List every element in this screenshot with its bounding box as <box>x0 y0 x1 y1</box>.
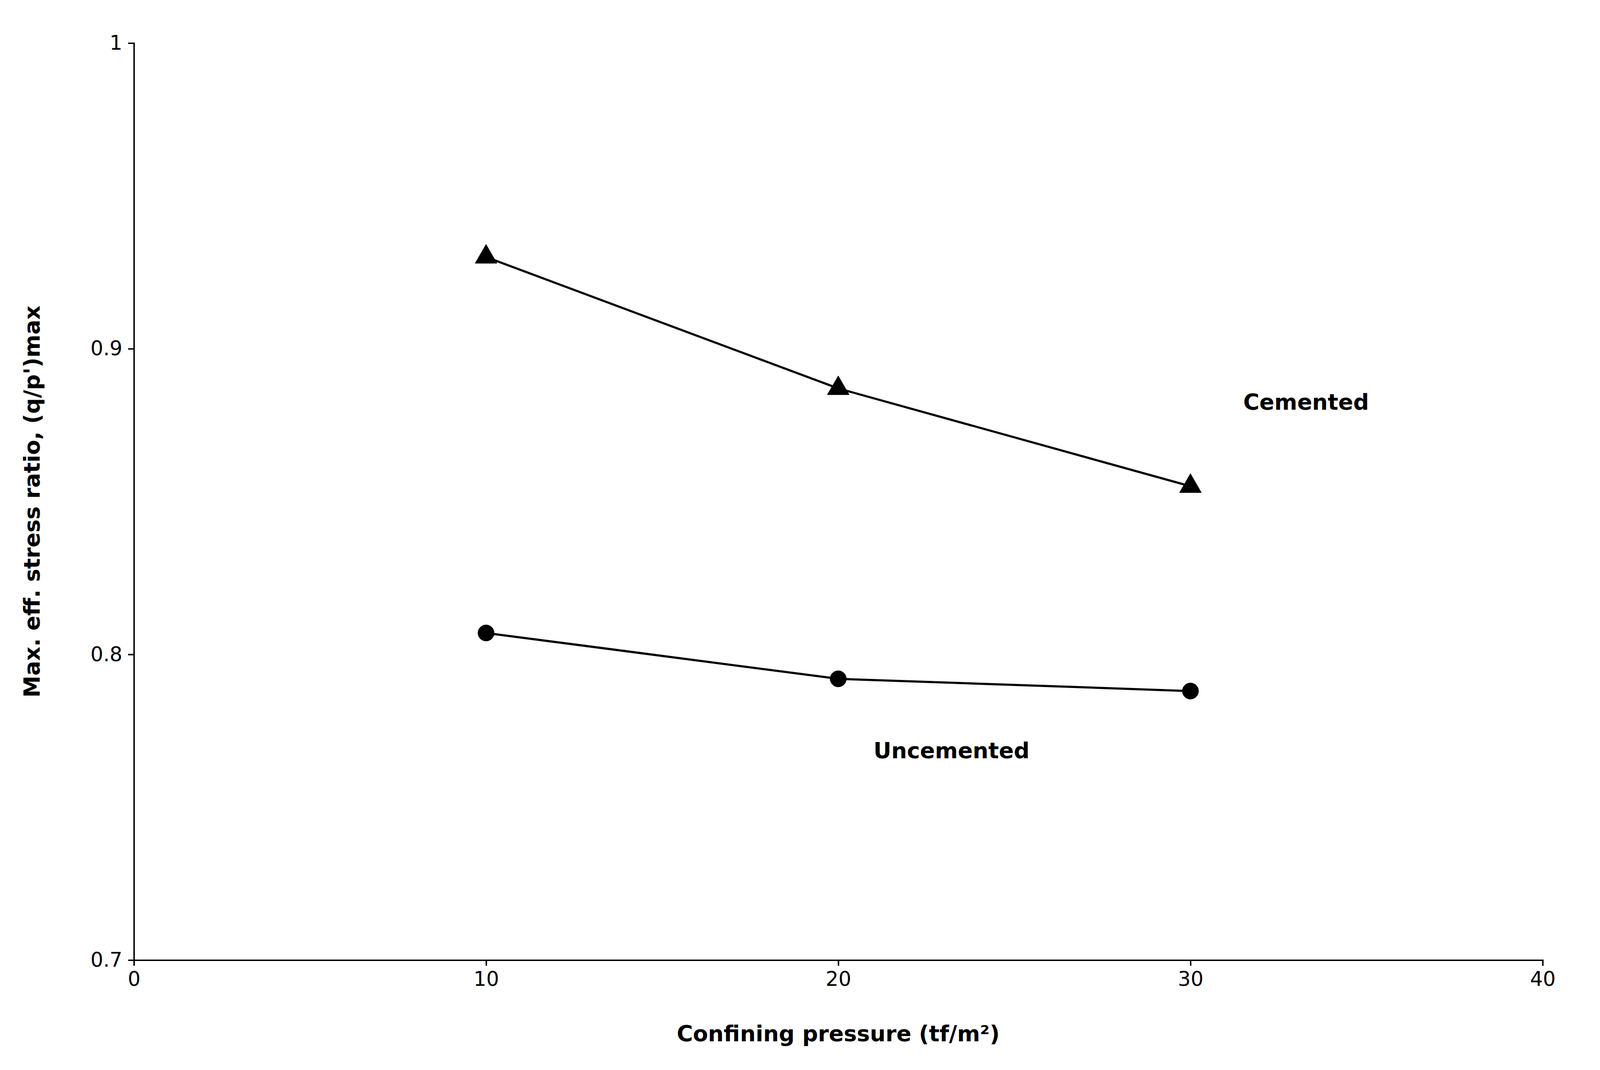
plot: 0 10 20 30 40 0.7 0.8 0.9 1 Cemented Uncemented <box>90 31 1556 991</box>
y-tick-label: 0.9 <box>90 336 123 360</box>
annotations: Cemented Uncemented <box>873 389 1370 764</box>
y-tick: 0.8 <box>90 642 134 666</box>
x-tick-mark <box>1189 959 1192 966</box>
x-tick: 40 <box>1530 959 1556 991</box>
y-axis-line <box>128 43 135 961</box>
series-line <box>486 257 1191 487</box>
x-axis-line <box>134 960 1544 967</box>
chart: 0 10 20 30 40 0.7 0.8 0.9 1 Cemented Uncemented Con… <box>0 0 1600 1070</box>
x-axis: 0 10 20 30 40 <box>127 959 1556 991</box>
series-line <box>486 632 1191 691</box>
x-tick-label: 10 <box>473 967 500 991</box>
series-marker <box>475 244 498 263</box>
y-tick-mark <box>128 959 134 961</box>
y-tick: 0.7 <box>90 947 134 972</box>
y-tick-mark <box>128 653 134 656</box>
x-tick-mark <box>485 959 488 966</box>
x-tick-label: 20 <box>825 967 851 991</box>
x-tick: 0 <box>127 959 141 991</box>
series-marker <box>1179 473 1202 493</box>
x-tick-label: 30 <box>1177 967 1204 991</box>
y-axis-title: Max. eff. stress ratio, (q/p')max <box>19 305 45 698</box>
y-axis: 0.7 0.8 0.9 1 <box>90 31 134 972</box>
marks <box>475 244 1202 699</box>
annotation: Uncemented <box>873 737 1030 764</box>
x-tick-mark <box>838 959 840 966</box>
series-marker <box>827 375 850 395</box>
x-axis-title: Confining pressure (tf/m²) <box>676 1020 1001 1047</box>
y-tick-mark <box>128 348 134 350</box>
series-marker <box>478 624 495 642</box>
x-tick: 10 <box>473 959 500 991</box>
x-tick-label: 0 <box>127 967 141 991</box>
y-tick-mark <box>128 42 134 44</box>
y-tick: 1 <box>109 31 134 55</box>
series-marker <box>830 670 847 687</box>
series-marker <box>1182 682 1199 699</box>
y-tick: 0.9 <box>90 336 134 360</box>
y-tick-label: 0.8 <box>90 642 123 666</box>
x-tick-mark <box>1542 959 1544 966</box>
x-tick: 20 <box>825 959 851 991</box>
x-tick-label: 40 <box>1530 967 1556 991</box>
y-tick-label: 1 <box>109 31 123 55</box>
annotation: Cemented <box>1243 389 1370 415</box>
y-tick-label: 0.7 <box>90 947 123 972</box>
x-tick: 30 <box>1177 959 1204 991</box>
